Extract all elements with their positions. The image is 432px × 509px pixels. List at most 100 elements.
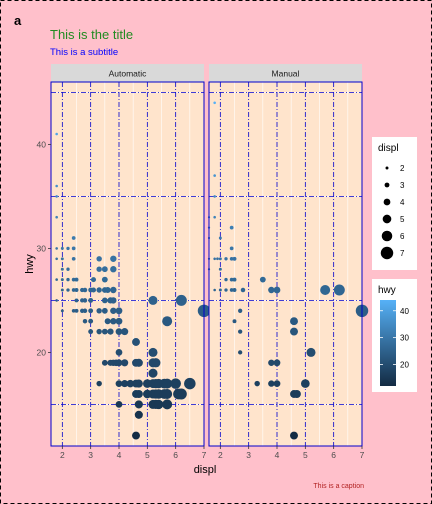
data-point	[268, 380, 275, 387]
x-tick-label: 5	[303, 450, 308, 460]
data-point	[110, 266, 117, 273]
colorbar-label: 30	[400, 334, 409, 343]
data-point	[101, 307, 108, 314]
data-point	[162, 316, 173, 327]
colorbar-label: 20	[400, 361, 409, 370]
data-point	[110, 307, 117, 314]
data-point	[148, 295, 158, 305]
data-point	[60, 246, 64, 250]
data-point	[232, 288, 237, 292]
data-point	[115, 307, 123, 315]
size-legend-label: 5	[400, 215, 405, 224]
data-point	[268, 286, 275, 294]
data-point	[71, 236, 76, 240]
data-point	[306, 347, 316, 357]
data-point	[238, 350, 243, 355]
x-tick-label: 4	[275, 450, 280, 460]
data-point	[273, 286, 281, 294]
data-point	[82, 308, 88, 314]
size-legend-box	[372, 137, 417, 270]
size-legend-title: displ	[378, 143, 399, 154]
data-point	[115, 359, 123, 367]
y-tick-label: 20	[37, 347, 47, 357]
data-point	[292, 389, 301, 399]
size-legend-key	[383, 198, 391, 206]
data-point	[74, 308, 79, 313]
chart-title: This is the title	[50, 27, 133, 42]
data-point	[115, 349, 123, 356]
data-point	[162, 389, 173, 399]
x-tick-label: 2	[60, 450, 65, 460]
data-point	[104, 287, 111, 293]
data-point	[82, 287, 88, 293]
data-point	[88, 308, 94, 314]
data-point	[101, 266, 108, 273]
data-point	[213, 257, 216, 261]
data-point	[115, 401, 123, 408]
data-point	[170, 378, 181, 389]
data-point	[90, 287, 97, 293]
size-legend-keys: 2 3 4 5 6 7	[380, 164, 405, 260]
data-point	[55, 299, 58, 302]
data-point	[134, 400, 143, 409]
size-legend-label: 2	[400, 164, 405, 173]
data-point	[66, 277, 70, 282]
data-point	[218, 236, 222, 240]
data-point	[74, 277, 79, 282]
data-point	[132, 431, 140, 440]
data-point	[96, 380, 102, 387]
data-point	[213, 174, 216, 177]
color-legend: hwy 20 30 40	[372, 279, 417, 392]
data-point	[290, 431, 298, 440]
data-point	[55, 278, 58, 281]
data-point	[55, 215, 58, 219]
data-point	[224, 288, 228, 292]
data-point	[96, 328, 102, 335]
data-point	[55, 195, 58, 198]
data-point	[229, 288, 234, 292]
size-legend-label: 7	[400, 249, 405, 258]
data-point	[88, 318, 94, 324]
data-point	[175, 388, 187, 400]
facet-strip	[51, 64, 204, 82]
chart-subtitle: This is a subtitle	[50, 47, 118, 58]
panel-border	[50, 81, 205, 447]
data-point	[290, 317, 298, 326]
colorbar-ticks: 20 30 40	[380, 307, 409, 370]
data-point	[101, 297, 108, 304]
axes: 2 3 4 5 6 7 2 3 4 5 6 7 20 30 40	[37, 139, 365, 460]
size-legend-label: 3	[400, 181, 405, 190]
data-point	[88, 297, 94, 303]
data-point	[229, 225, 234, 230]
data-point	[96, 266, 102, 272]
data-point	[115, 317, 123, 325]
colorbar-label: 40	[400, 307, 409, 316]
data-point	[290, 327, 298, 336]
chart-caption: This is a caption	[313, 483, 364, 490]
data-point	[273, 380, 281, 387]
data-point	[66, 288, 70, 292]
data-point	[82, 298, 88, 303]
data-point	[218, 257, 222, 261]
x-tick-label: 7	[360, 450, 365, 460]
data-point	[55, 132, 58, 136]
data-point	[148, 368, 158, 378]
facet-strip-label: Automatic	[109, 69, 148, 79]
data-point	[96, 308, 102, 314]
data-point	[153, 399, 164, 410]
facet-strip	[209, 64, 362, 82]
data-point	[238, 308, 243, 313]
data-point	[96, 256, 102, 262]
color-legend-title: hwy	[378, 285, 396, 296]
data-point	[218, 288, 222, 292]
data-point	[213, 101, 216, 105]
data-point	[218, 267, 222, 271]
data-point	[229, 256, 234, 261]
data-point	[175, 294, 187, 306]
data-point	[115, 328, 123, 335]
data-point	[121, 328, 129, 336]
plot-tag: a	[14, 13, 22, 28]
data-point	[184, 377, 196, 390]
